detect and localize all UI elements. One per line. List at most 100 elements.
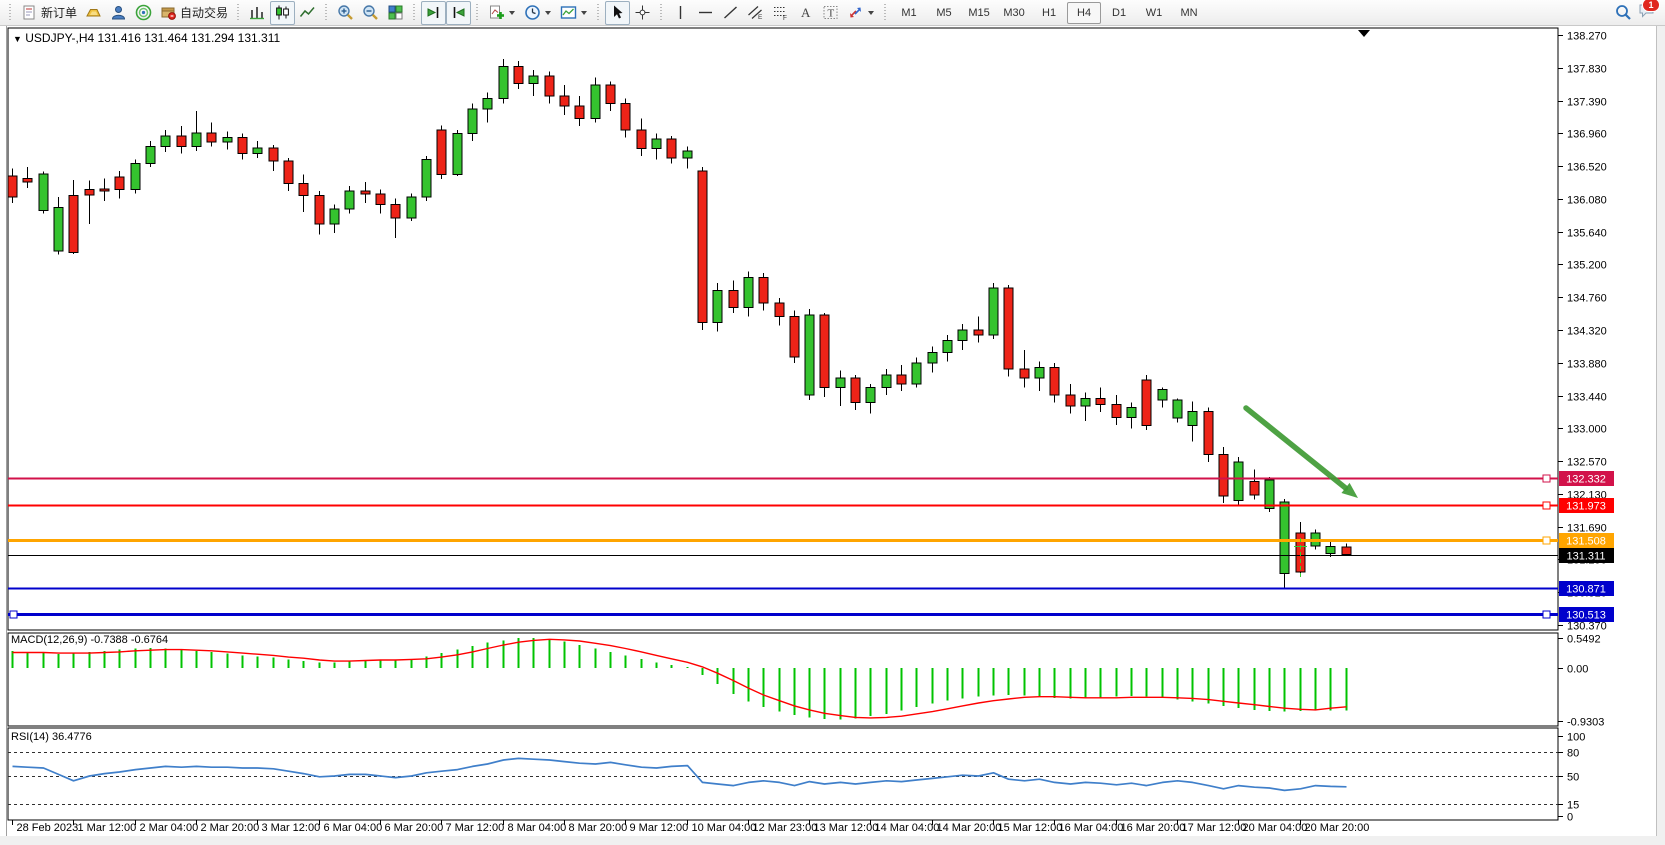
rsi-value: 36.4776 xyxy=(51,731,92,743)
fibonacci-tool-button[interactable]: F xyxy=(768,1,793,25)
price-line-130.871[interactable]: 130.871 xyxy=(8,581,1614,596)
horizontal-line-tool-button[interactable] xyxy=(693,1,718,25)
vertical-line-tool-button[interactable] xyxy=(668,1,693,25)
svg-text:131.690: 131.690 xyxy=(1567,523,1607,535)
candlestick-chart-button[interactable] xyxy=(270,0,296,25)
new-order-label: 新订单 xyxy=(41,6,78,20)
auto-scroll-button[interactable] xyxy=(421,0,447,25)
channel-tool-button[interactable]: E xyxy=(743,1,768,25)
text-icon: A xyxy=(801,5,811,20)
templates-button[interactable] xyxy=(556,1,592,25)
indicators-icon xyxy=(490,5,505,19)
notifications-button[interactable]: 1 xyxy=(1638,0,1660,24)
toolbar-grip[interactable] xyxy=(883,3,889,22)
svg-text:13 Mar 12:00: 13 Mar 12:00 xyxy=(814,822,879,834)
svg-text:130.513: 130.513 xyxy=(1566,610,1606,622)
toolbar-grip[interactable] xyxy=(659,3,665,22)
new-order-icon xyxy=(23,5,35,20)
timeframe-button-W1[interactable]: W1 xyxy=(1145,6,1163,19)
svg-text:-0.9303: -0.9303 xyxy=(1567,717,1604,729)
tile-windows-button[interactable] xyxy=(383,1,408,25)
toolbar-grip[interactable] xyxy=(596,3,602,22)
fibonacci-icon: F xyxy=(774,7,787,21)
trendline-tool-button[interactable] xyxy=(718,1,743,25)
arrow-shapes-icon xyxy=(850,7,862,18)
crosshair-button[interactable] xyxy=(630,1,655,25)
signal-button[interactable] xyxy=(131,1,156,25)
svg-text:12 Mar 23:00: 12 Mar 23:00 xyxy=(753,822,818,834)
price-line-131.311[interactable]: 131.311 xyxy=(8,548,1614,563)
text-label-tool-button[interactable]: T xyxy=(818,1,843,25)
chevron-down-icon xyxy=(868,11,875,15)
rsi-name: RSI(14) xyxy=(11,731,49,743)
toolbar: 新订单 自动交易 xyxy=(0,0,1665,26)
svg-text:14 Mar 20:00: 14 Mar 20:00 xyxy=(937,822,1002,834)
rsi-layer: 100 80 50 150 xyxy=(8,732,1585,824)
symbol-dropdown-icon[interactable]: ▼ xyxy=(13,34,22,44)
shift-end-marker[interactable] xyxy=(1358,30,1370,37)
timeframe-button-M30[interactable]: M30 xyxy=(1003,6,1025,19)
search-icon[interactable] xyxy=(1615,4,1632,21)
cursor-button[interactable] xyxy=(605,0,631,25)
timeframe-button-H4[interactable]: H4 xyxy=(1067,1,1102,24)
zoom-out-button[interactable] xyxy=(358,1,383,25)
profile-button[interactable] xyxy=(106,1,131,25)
svg-text:133.440: 133.440 xyxy=(1567,392,1607,404)
price-line-130.513[interactable]: 130.513 xyxy=(8,607,1614,622)
svg-text:15: 15 xyxy=(1567,800,1579,812)
clock-icon xyxy=(525,5,540,20)
periods-button[interactable] xyxy=(520,1,556,25)
toolbar-grip[interactable] xyxy=(475,3,481,22)
svg-text:2 Mar 04:00: 2 Mar 04:00 xyxy=(140,822,199,834)
zoom-in-button[interactable] xyxy=(333,1,358,25)
svg-text:2 Mar 20:00: 2 Mar 20:00 xyxy=(201,822,260,834)
chart-title[interactable]: ▼ USDJPY-,H4 131.416 131.464 131.294 131… xyxy=(13,31,280,45)
timeframe-button-D1[interactable]: D1 xyxy=(1112,6,1127,19)
crosshair-icon xyxy=(635,5,650,20)
toolbar-grip[interactable] xyxy=(236,3,242,22)
svg-text:17 Mar 12:00: 17 Mar 12:00 xyxy=(1182,822,1247,834)
svg-text:130.370: 130.370 xyxy=(1567,621,1607,633)
svg-text:136.520: 136.520 xyxy=(1567,162,1607,174)
svg-text:135.640: 135.640 xyxy=(1567,228,1607,240)
timeframe-button-M15[interactable]: M15 xyxy=(968,6,990,19)
chart-shift-button[interactable] xyxy=(446,0,472,25)
trend-arrow-annotation[interactable] xyxy=(1243,405,1358,498)
pane-splitter-rsi[interactable] xyxy=(0,725,1665,729)
price-line-132.332[interactable]: 132.332 xyxy=(8,471,1614,486)
new-order-button[interactable]: 新订单 xyxy=(17,1,81,25)
time-axis: 28 Feb 2023 1 Mar 12:00 2 Mar 04:00 2 Mar 2… xyxy=(12,820,1370,834)
pane-splitter-macd[interactable] xyxy=(0,629,1665,633)
svg-text:F: F xyxy=(783,15,787,21)
price-line-131.973[interactable]: 131.973 xyxy=(8,498,1614,513)
indicators-button[interactable] xyxy=(484,1,520,25)
line-chart-button[interactable] xyxy=(295,1,320,25)
svg-text:28 Feb 2023: 28 Feb 2023 xyxy=(17,822,79,834)
timeframe-button-M1[interactable]: M1 xyxy=(901,6,917,19)
svg-text:6 Mar 04:00: 6 Mar 04:00 xyxy=(324,822,383,834)
toolbar-grip[interactable] xyxy=(412,3,418,22)
gold-ingot-button[interactable] xyxy=(81,1,106,25)
svg-text:20 Mar 20:00: 20 Mar 20:00 xyxy=(1305,822,1370,834)
toolbar-grip[interactable] xyxy=(8,3,13,22)
price-line-131.508[interactable]: 131.508 xyxy=(8,533,1614,548)
macd-name: MACD(12,26,9) xyxy=(11,634,88,646)
timeframe-button-H1[interactable]: H1 xyxy=(1042,6,1057,19)
order-marker[interactable] xyxy=(1294,538,1307,578)
toolbar-grip[interactable] xyxy=(324,3,330,22)
svg-text:7 Mar 12:00: 7 Mar 12:00 xyxy=(446,822,505,834)
autotrade-button[interactable]: 自动交易 xyxy=(156,1,232,25)
tile-windows-icon xyxy=(388,5,403,20)
svg-text:133.000: 133.000 xyxy=(1567,424,1607,436)
template-icon xyxy=(560,6,577,19)
autotrade-icon xyxy=(161,7,176,20)
arrows-tool-button[interactable] xyxy=(843,1,879,25)
timeframe-button-M5[interactable]: M5 xyxy=(936,6,952,19)
text-tool-button[interactable]: A xyxy=(793,1,818,25)
bar-chart-button[interactable] xyxy=(245,1,270,25)
gold-ingot-icon xyxy=(86,9,101,17)
svg-text:T: T xyxy=(828,8,835,20)
timeframe-button-MN[interactable]: MN xyxy=(1180,6,1198,19)
timeframe-switcher: M1 M5 M15 M30 H1 H4 D1 W1 MN xyxy=(892,1,1206,24)
